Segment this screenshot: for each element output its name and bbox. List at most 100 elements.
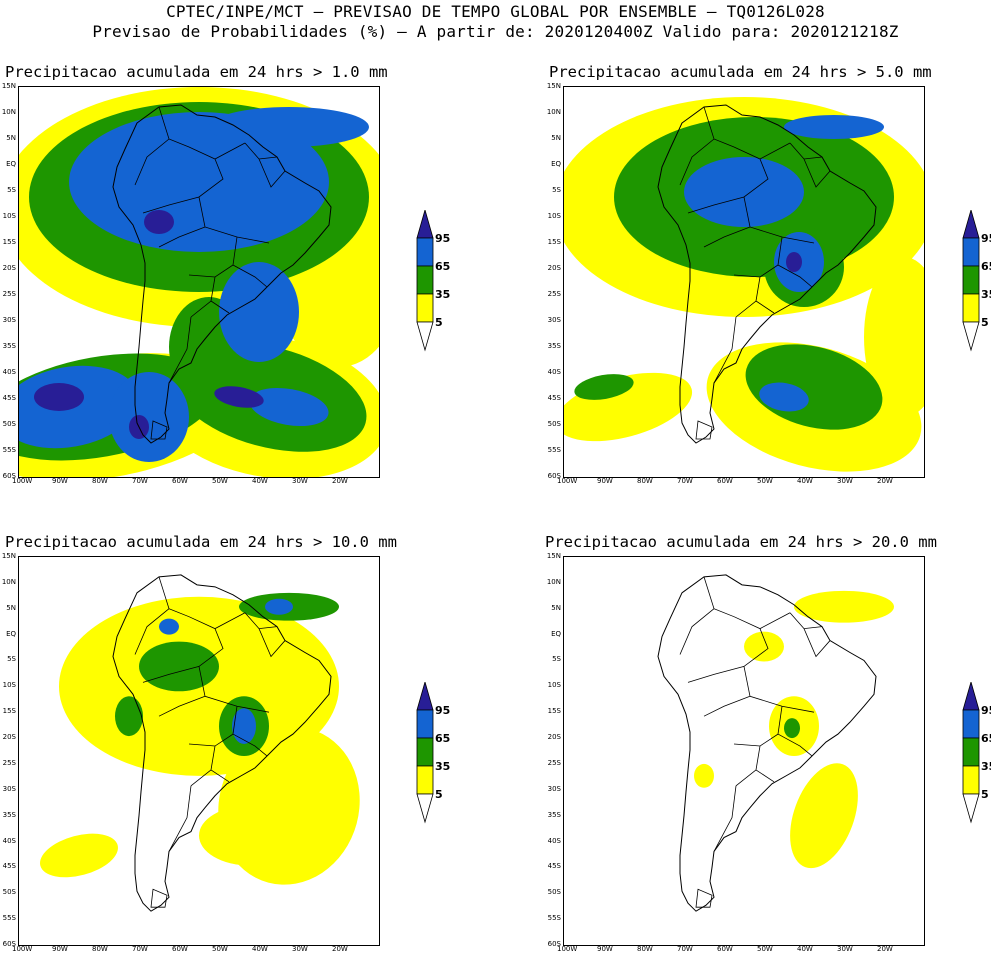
legend-level-label: 5 (981, 788, 989, 801)
legend-level-label: 65 (981, 732, 991, 745)
longitude-label: 100W (12, 945, 33, 953)
probability-area-blue (159, 618, 179, 635)
legend-level-label: 65 (435, 260, 451, 273)
legend-swatch (962, 737, 980, 767)
latitude-label: 45S (2, 394, 16, 402)
legend-level-label: 35 (981, 288, 991, 301)
map-canvas (657, 574, 894, 912)
probability-map-5mm (563, 86, 925, 478)
longitude-label: 80W (637, 945, 653, 953)
longitude-label: 20W (877, 945, 893, 953)
longitude-label: 90W (597, 945, 613, 953)
longitude-label: 90W (52, 477, 68, 485)
latitude-label: 5S (7, 186, 16, 194)
probability-area-yellow (744, 631, 784, 662)
longitude-label: 60W (717, 945, 733, 953)
latitude-label: 5N (551, 603, 561, 612)
legend-swatch (416, 765, 434, 795)
latitude-label: 50S (547, 420, 561, 428)
legend-level-label: 95 (981, 232, 991, 245)
latitude-label: 15N (1, 82, 16, 90)
longitude-label: 30W (292, 477, 308, 485)
longitude-label: 40W (797, 945, 813, 953)
legend-swatch (416, 237, 434, 267)
latitude-label: 60S (547, 940, 561, 948)
longitude-label: 30W (837, 945, 853, 953)
latitude-label: 10N (1, 577, 16, 586)
latitude-label: 5S (552, 186, 561, 194)
probability-area-blue (265, 598, 293, 615)
legend-swatch (416, 210, 434, 239)
legend-level-label: 35 (435, 288, 451, 301)
latitude-label: 15N (546, 552, 561, 560)
legend-colorbar (962, 210, 980, 352)
probability-area-yellow (794, 590, 894, 623)
latitude-label: 25S (547, 758, 561, 767)
latitude-label: 10N (546, 108, 561, 116)
longitude-label: 80W (637, 477, 653, 485)
legend-swatch (962, 237, 980, 267)
legend-swatch (962, 709, 980, 739)
probability-area-yellow (564, 372, 693, 442)
probability-area-green (115, 696, 143, 737)
legend-swatch (962, 293, 980, 323)
probability-area-green (574, 374, 634, 400)
latitude-label: 50S (2, 888, 16, 897)
longitude-label: 100W (557, 945, 578, 953)
legend-swatch (416, 709, 434, 739)
latitude-label: 40S (547, 836, 561, 845)
latitude-label: 35S (2, 810, 16, 819)
legend-swatch (416, 293, 434, 323)
latitude-label: 15S (2, 238, 16, 246)
latitude-label: 25S (547, 290, 561, 298)
legend-swatch (416, 321, 434, 352)
probability-area-yellow (199, 805, 299, 866)
legend-swatch (962, 265, 980, 295)
legend-level-label: 65 (435, 732, 451, 745)
latitude-label: 10S (2, 681, 16, 690)
probability-map-20mm (563, 556, 925, 946)
latitude-label: 15S (547, 707, 561, 716)
latitude-label: 35S (547, 810, 561, 819)
latitude-label: 45S (547, 862, 561, 871)
probability-area-blue (759, 382, 809, 412)
latitude-label: 40S (547, 368, 561, 376)
longitude-label: 60W (172, 477, 188, 485)
legend-level-label: 35 (435, 760, 451, 773)
longitude-label: 50W (212, 945, 228, 953)
map-canvas (19, 87, 379, 477)
probability-area-yellow (694, 763, 714, 788)
probability-area-blue (684, 157, 804, 227)
latitude-label: 15N (1, 552, 16, 560)
probability-area-green (139, 641, 219, 692)
latitude-label: 55S (2, 914, 16, 923)
latitude-label: 10S (2, 212, 16, 220)
legend-swatch (416, 265, 434, 295)
latitude-label: 15S (2, 707, 16, 716)
longitude-label: 90W (597, 477, 613, 485)
map-canvas (40, 574, 360, 912)
longitude-label: 60W (717, 477, 733, 485)
legend-swatch (962, 210, 980, 239)
map-canvas (564, 97, 924, 472)
latitude-label: EQ (6, 629, 16, 638)
latitude-label: 5S (7, 655, 16, 664)
latitude-label: 20S (547, 733, 561, 742)
latitude-label: 35S (547, 342, 561, 350)
probability-area-yellow (864, 257, 924, 417)
latitude-label: 50S (547, 888, 561, 897)
probability-area-darkblue (214, 386, 264, 408)
legend-level-label: 5 (435, 788, 443, 801)
legend-level-label: 5 (435, 316, 443, 329)
latitude-label: 15N (546, 82, 561, 90)
legend-swatch (962, 682, 980, 711)
legend-swatch (416, 793, 434, 824)
latitude-label: 5S (552, 655, 561, 664)
country-borders (134, 106, 286, 384)
figure-title: CPTEC/INPE/MCT – PREVISAO DE TEMPO GLOBA… (166, 2, 825, 21)
legend-swatch (962, 321, 980, 352)
longitude-label: 50W (757, 477, 773, 485)
probability-area-darkblue (786, 252, 802, 272)
coastline (657, 104, 877, 444)
longitude-label: 80W (92, 477, 108, 485)
